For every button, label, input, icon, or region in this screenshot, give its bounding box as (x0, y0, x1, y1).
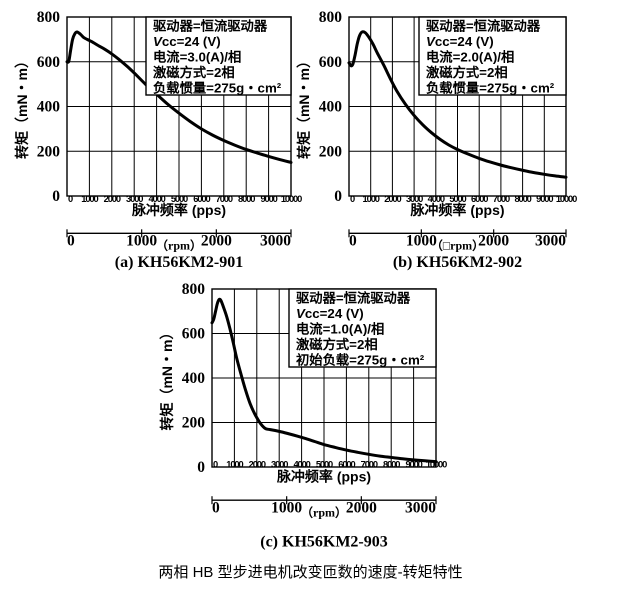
svg-text:800: 800 (37, 9, 61, 26)
svg-text:驱动器=恒流驱动器: 驱动器=恒流驱动器 (153, 17, 268, 33)
svg-text:转矩（mN・m）: 转矩（mN・m） (159, 325, 175, 430)
svg-text:2000: 2000 (201, 232, 232, 249)
svg-text:驱动器=恒流驱动器: 驱动器=恒流驱动器 (296, 289, 411, 305)
svg-text:0: 0 (212, 500, 220, 517)
svg-text:（□rpm）: （□rpm） (431, 237, 484, 252)
svg-text:9000: 9000 (260, 194, 277, 204)
svg-text:1000: 1000 (226, 459, 243, 469)
svg-text:脉冲频率 (pps): 脉冲频率 (pps) (276, 469, 371, 485)
svg-text:600: 600 (319, 54, 343, 71)
svg-text:400: 400 (37, 99, 61, 116)
svg-text:10000: 10000 (281, 194, 302, 204)
svg-text:(b) KH56KM2-902: (b) KH56KM2-902 (393, 254, 522, 271)
svg-text:8000: 8000 (514, 194, 531, 204)
svg-text:负载惯量=275g・cm²: 负载惯量=275g・cm² (426, 80, 555, 96)
svg-text:Vcc=24 (V): Vcc=24 (V) (296, 306, 364, 321)
svg-text:驱动器=恒流驱动器: 驱动器=恒流驱动器 (426, 17, 541, 33)
svg-text:0: 0 (349, 232, 357, 249)
svg-text:8000: 8000 (238, 194, 255, 204)
svg-text:电流=2.0(A)/相: 电流=2.0(A)/相 (426, 49, 514, 65)
svg-text:200: 200 (37, 143, 61, 160)
svg-text:800: 800 (182, 281, 206, 298)
svg-text:200: 200 (319, 143, 343, 160)
svg-text:2000: 2000 (384, 194, 401, 204)
svg-text:负载惯量=275g・cm²: 负载惯量=275g・cm² (153, 80, 282, 96)
svg-text:2000: 2000 (346, 500, 377, 517)
svg-text:8000: 8000 (383, 459, 400, 469)
svg-text:转矩（mN・m）: 转矩（mN・m） (296, 54, 312, 159)
svg-text:0: 0 (52, 188, 60, 205)
svg-text:脉冲频率 (pps): 脉冲频率 (pps) (131, 202, 226, 218)
svg-text:激磁方式=2相: 激磁方式=2相 (153, 64, 235, 80)
svg-text:（rpm）: （rpm） (156, 237, 202, 252)
svg-text:初始负载=275g・cm²: 初始负载=275g・cm² (296, 352, 425, 368)
svg-text:Vcc=24 (V): Vcc=24 (V) (426, 34, 494, 49)
svg-text:3000: 3000 (535, 232, 566, 249)
svg-text:0: 0 (67, 232, 75, 249)
svg-text:3000: 3000 (405, 500, 436, 517)
svg-text:0: 0 (197, 459, 205, 476)
svg-text:激磁方式=2相: 激磁方式=2相 (426, 64, 508, 80)
svg-text:1000: 1000 (81, 194, 98, 204)
svg-text:200: 200 (182, 415, 206, 432)
svg-text:2000: 2000 (249, 459, 266, 469)
svg-text:400: 400 (182, 370, 206, 387)
svg-text:激磁方式=2相: 激磁方式=2相 (296, 336, 378, 352)
svg-text:（rpm）: （rpm） (301, 505, 347, 520)
svg-text:800: 800 (319, 9, 343, 26)
svg-text:0: 0 (334, 188, 342, 205)
svg-text:600: 600 (182, 326, 206, 343)
svg-text:(c) KH56KM2-903: (c) KH56KM2-903 (260, 533, 388, 550)
svg-text:转矩（mN・m）: 转矩（mN・m） (14, 54, 30, 159)
svg-text:电流=1.0(A)/相: 电流=1.0(A)/相 (296, 321, 384, 337)
svg-text:400: 400 (319, 99, 343, 116)
svg-text:1000: 1000 (271, 500, 302, 517)
svg-text:(a) KH56KM2-901: (a) KH56KM2-901 (115, 254, 243, 271)
svg-text:脉冲频率 (pps): 脉冲频率 (pps) (409, 202, 504, 218)
svg-text:3000: 3000 (260, 232, 291, 249)
svg-text:Vcc=24 (V): Vcc=24 (V) (153, 34, 221, 49)
svg-text:1000: 1000 (126, 232, 157, 249)
svg-text:9000: 9000 (536, 194, 553, 204)
svg-text:两相 HB 型步进电机改变匝数的速度-转矩特性: 两相 HB 型步进电机改变匝数的速度-转矩特性 (158, 564, 462, 581)
svg-text:2000: 2000 (104, 194, 121, 204)
svg-text:600: 600 (37, 54, 61, 71)
svg-text:电流=3.0(A)/相: 电流=3.0(A)/相 (153, 49, 241, 65)
svg-text:10000: 10000 (556, 194, 577, 204)
svg-text:1000: 1000 (363, 194, 380, 204)
